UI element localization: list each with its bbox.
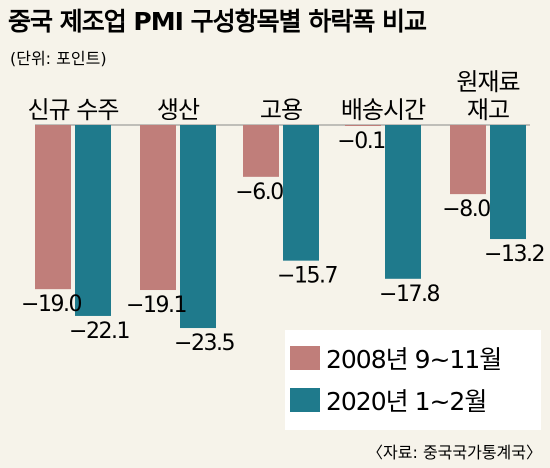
bar-raw-materials-2008 (450, 125, 486, 195)
value-label-new-orders-2020: −22.1 (69, 319, 129, 344)
bar-employment-2020 (283, 125, 319, 261)
category-label-delivery-time: 배송시간 (341, 96, 426, 124)
value-label-delivery-time-2020: −17.8 (379, 282, 439, 307)
category-label-production: 생산 (157, 96, 200, 124)
source-note: 〈자료: 중국국가통계국〉 (367, 443, 542, 462)
category-label-new-orders: 신규 수주 (28, 96, 119, 124)
category-label-raw-materials: 원재료 (456, 68, 519, 96)
legend-swatch-2020 (290, 388, 320, 412)
value-label-new-orders-2008: −19.0 (21, 292, 81, 317)
value-label-production-2008: −19.1 (126, 293, 186, 318)
value-label-raw-materials-2020: −13.2 (484, 242, 544, 267)
category-label-employment: 고용 (260, 96, 302, 124)
bar-delivery-time-2008 (345, 125, 381, 126)
bar-production-2020 (180, 125, 216, 329)
value-label-raw-materials-2008: −8.0 (442, 197, 490, 222)
bar-employment-2008 (243, 125, 279, 177)
bar-group (35, 125, 526, 329)
unit-label: (단위: 포인트) (10, 49, 107, 68)
category-label-raw-materials: 재고 (467, 96, 509, 124)
legend-label-2020: 2020년 1~2월 (326, 387, 486, 416)
bar-raw-materials-2020 (490, 125, 526, 240)
value-labels: −19.0−22.1−19.1 −23.5 −6.0 −15.7 −0.1 −17.8 −8… (21, 129, 545, 356)
legend-swatch-2008 (290, 346, 320, 370)
legend: 2008년 9~11월 2020년 1~2월 (285, 330, 541, 430)
value-label-employment-2008: −6.0 (235, 180, 283, 205)
value-label-employment-2020: −15.7 (277, 264, 337, 289)
legend-label-2008: 2008년 9~11월 (326, 345, 501, 374)
chart-title: 중국 제조업 PMI 구성항목별 하락폭 비교 (8, 7, 427, 36)
value-label-delivery-time-2008: −0.1 (337, 129, 384, 154)
bar-new-orders-2008 (35, 125, 71, 290)
bar-delivery-time-2020 (385, 125, 421, 279)
legend-bg (285, 330, 541, 430)
bar-new-orders-2020 (75, 125, 111, 316)
value-label-production-2020: −23.5 (174, 331, 234, 356)
bar-production-2008 (140, 125, 176, 291)
